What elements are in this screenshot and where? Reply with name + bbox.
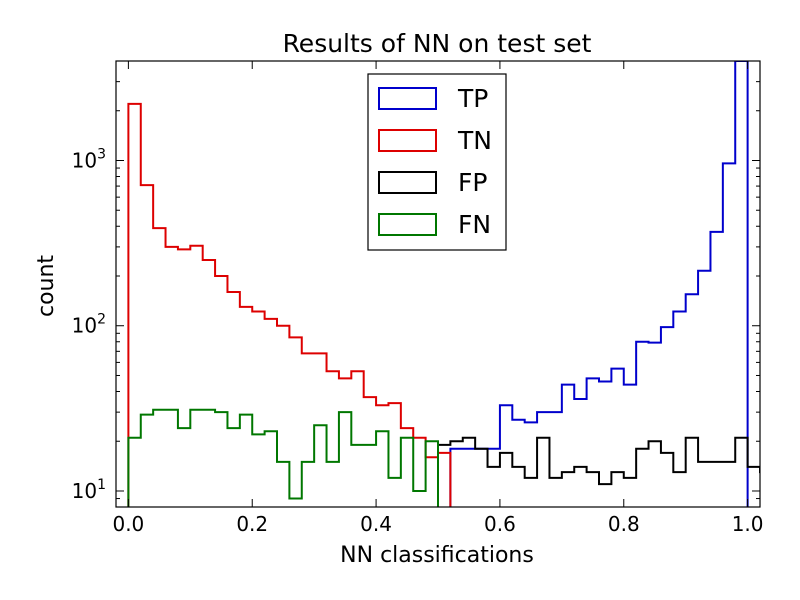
series-fp [437,436,760,507]
x-tick-label: 1.0 [732,512,764,536]
x-axis-title: NN classifications [340,543,534,568]
y-tick-label: 102 [72,312,106,338]
legend-label-tp: TP [457,84,488,113]
series-fn [127,408,439,507]
x-tick-label: 0.8 [608,512,640,536]
x-tick-label: 0.2 [236,512,268,536]
legend-label-tn: TN [457,126,492,155]
y-tick-label: 103 [72,146,106,172]
legend-label-fn: FN [458,210,491,239]
histogram-step-fp [437,436,760,507]
y-axis-title: count [34,255,59,317]
legend-swatch-fn [378,213,437,236]
x-axis: 0.0 0.2 0.4 0.6 0.8 1.0 [112,61,764,536]
legend-swatch-fp [378,171,437,194]
axes-frame [115,60,761,508]
y-axis: 101 102 103 [72,81,760,503]
series-tp [449,61,749,507]
chart-title: Results of NN on test set [283,29,592,58]
y-tick-label: 101 [72,477,106,503]
legend-label-fp: FP [458,168,487,197]
plot-area [127,61,760,507]
x-tick-label: 0.4 [360,512,392,536]
histogram-step-tp [449,61,749,507]
histogram-step-tn [127,102,452,507]
x-tick-label: 0.6 [484,512,516,536]
legend-swatch-tp [378,87,437,110]
histogram-step-fn [127,408,439,507]
legend-swatch-tn [378,129,437,152]
x-tick-label: 0.0 [112,512,144,536]
legend: TP TN FP FN [367,73,507,251]
series-tn [127,102,452,507]
